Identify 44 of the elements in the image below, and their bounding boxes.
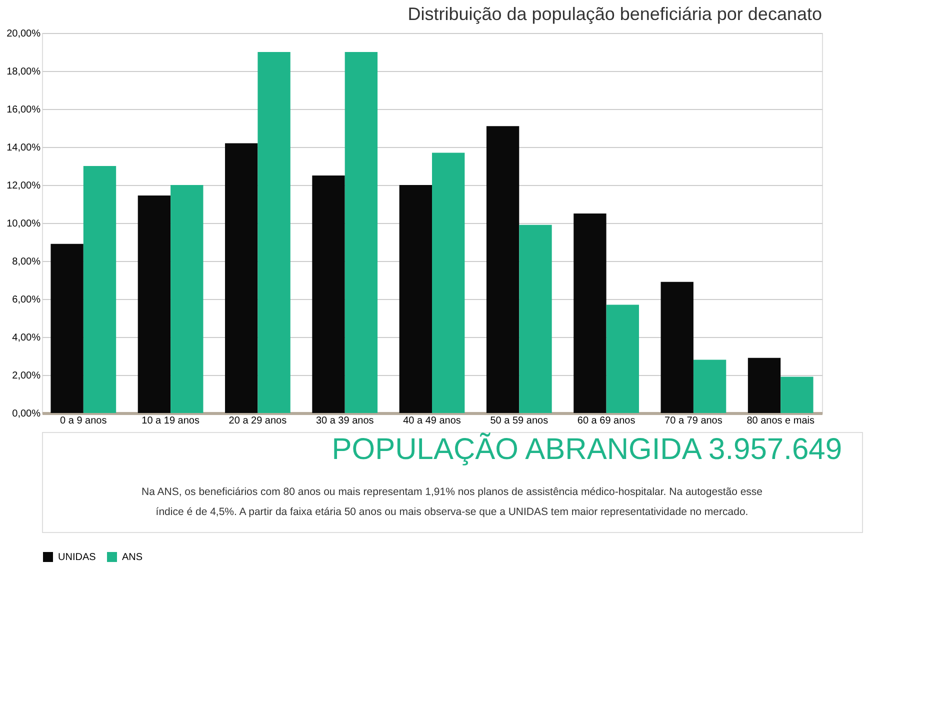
text: POPULAÇÃO ABRANGIDA 3.957.649 xyxy=(332,432,842,466)
y-tick-label: 6,00% xyxy=(12,294,41,306)
y-tick-label: 10,00% xyxy=(6,218,41,230)
bar xyxy=(138,195,171,413)
x-tick-label: 30 a 39 anos xyxy=(316,416,374,426)
text: índice é de 4,5%. A partir da faixa etária 50 anos ou mais observa-se que a UNIDAS tem maior representatividade no mercado. xyxy=(156,506,748,518)
bar xyxy=(519,224,552,413)
y-tick-label: 20,00% xyxy=(6,28,41,40)
bar xyxy=(660,282,694,413)
bar xyxy=(170,185,204,413)
bar xyxy=(574,214,606,413)
y-tick-label: 14,00% xyxy=(6,142,41,154)
bar xyxy=(344,52,378,413)
y-tick-label: 16,00% xyxy=(6,104,41,116)
y-tick-label: 4,00% xyxy=(12,332,41,344)
bar xyxy=(486,126,520,413)
bar xyxy=(780,376,814,413)
x-tick-label: 20 a 29 anos xyxy=(228,416,287,426)
y-tick-label: 2,00% xyxy=(12,370,41,382)
y-tick-label: 0,00% xyxy=(12,408,41,420)
bar xyxy=(693,360,726,413)
y-tick-label: 12,00% xyxy=(6,180,41,192)
text: Na ANS, os beneficiários com 80 anos ou mais representam 1,91% nos planos de assistência médico-hospitalar. Na autogestão esse xyxy=(141,486,763,498)
y-tick-label: 8,00% xyxy=(12,256,41,268)
x-tick-label: 50 a 59 anos xyxy=(490,416,548,426)
x-tick-label: 0 a 9 anos xyxy=(60,416,107,426)
x-tick-label: 40 a 49 anos xyxy=(403,416,461,426)
bar xyxy=(258,52,290,413)
bar xyxy=(50,244,84,413)
bar xyxy=(83,166,116,413)
x-tick-label: 60 a 69 anos xyxy=(577,416,636,426)
bar xyxy=(606,304,639,413)
bar xyxy=(225,143,258,413)
legend-label: UNIDAS xyxy=(58,552,96,563)
legend-label: ANS xyxy=(122,552,143,563)
bar xyxy=(432,152,465,413)
bar xyxy=(399,185,432,413)
y-tick-label: 18,00% xyxy=(6,66,41,78)
chart-title: Distribuição da população beneficiária por decanato xyxy=(408,4,822,24)
x-tick-label: 10 a 19 anos xyxy=(142,416,200,426)
x-tick-label: 80 anos e mais xyxy=(746,416,815,426)
bar xyxy=(312,176,345,413)
bar xyxy=(748,358,781,413)
x-tick-label: 70 a 79 anos xyxy=(664,416,722,426)
